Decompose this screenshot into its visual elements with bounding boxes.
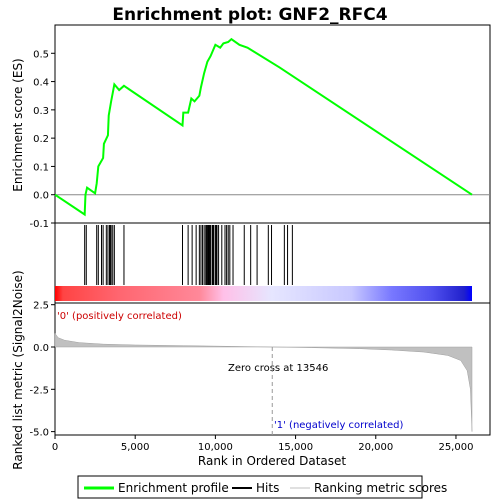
es-ytick-label: 0.0 [33, 191, 49, 202]
es-ytick-label: 0.5 [33, 49, 49, 60]
ranked-y-ticks: 2.5 0.0 -2.5 -5.0 [29, 301, 55, 439]
hits-layer [84, 225, 293, 285]
xtick-label: 25,000 [438, 442, 473, 453]
ranked-y-axis-label: Ranked list metric (Signal2Noise) [11, 270, 25, 469]
es-ytick-label: 0.3 [33, 106, 49, 117]
es-ytick-label: 0.4 [33, 78, 49, 89]
legend-label-hits: Hits [256, 481, 279, 495]
positive-correlation-label: '0' (positively correlated) [57, 311, 182, 322]
xtick-label: 0 [52, 442, 58, 453]
enrichment-y-ticks: -0.1 0.0 0.1 0.2 0.3 0.4 0.5 [29, 49, 55, 230]
xtick-label: 20,000 [358, 442, 393, 453]
ranked-ytick-label: -5.0 [29, 428, 49, 439]
enrichment-profile-line [54, 37, 473, 217]
xtick-label: 15,000 [278, 442, 313, 453]
enrichment-series-layer [54, 37, 490, 217]
xtick-label: 10,000 [198, 442, 233, 453]
zero-cross-label: Zero cross at 13546 [228, 363, 328, 374]
es-ytick-label: -0.1 [29, 219, 49, 230]
negative-correlation-label: '1' (negatively correlated) [274, 420, 403, 431]
enrichment-y-axis-label: Enrichment score (ES) [11, 58, 25, 191]
legend-label-enrichment: Enrichment profile [118, 481, 229, 495]
es-ytick-label: 0.2 [33, 134, 49, 145]
ranking-color-bar [55, 286, 472, 301]
xtick-label: 5,000 [121, 442, 150, 453]
x-axis-label: Rank in Ordered Dataset [198, 454, 346, 468]
ranking-metric-area [54, 332, 473, 432]
legend: Enrichment profile Hits Ranking metric s… [77, 475, 447, 499]
legend-label-ranking: Ranking metric scores [314, 481, 447, 495]
ranked-ytick-label: 0.0 [33, 343, 49, 354]
chart-title: Enrichment plot: GNF2_RFC4 [112, 5, 387, 25]
ranked-ytick-label: -2.5 [29, 385, 49, 396]
x-ticks: 0 5,000 10,000 15,000 20,000 25,000 [52, 435, 473, 453]
es-ytick-label: 0.1 [33, 162, 49, 173]
ranked-ytick-label: 2.5 [33, 301, 49, 312]
enrichment-panel-frame [54, 24, 491, 224]
color-bar-layer [55, 286, 472, 301]
ranked-series-layer [54, 332, 473, 432]
